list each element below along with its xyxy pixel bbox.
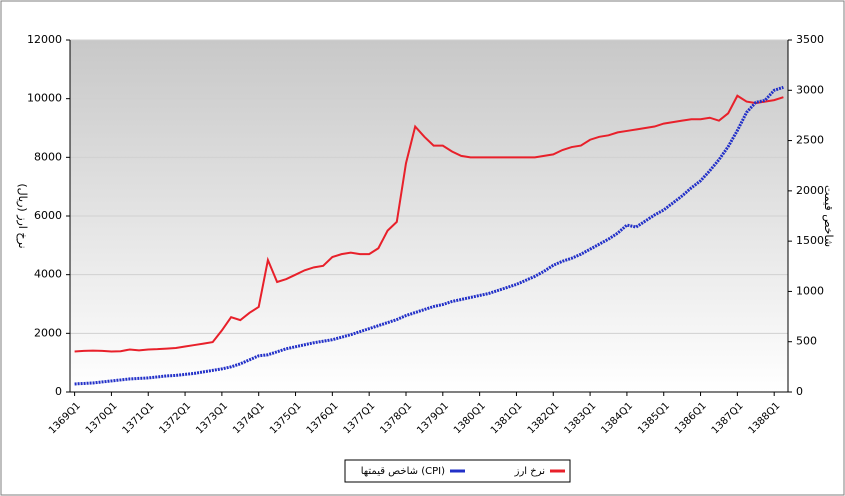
y2-tick-label: 2000 (796, 184, 824, 197)
y2-tick-label: 2500 (796, 134, 824, 147)
y2-tick-label: 1000 (796, 284, 824, 297)
legend-label: شاخص قیمتها (CPI) (361, 466, 445, 477)
y2-tick-label: 500 (796, 335, 817, 348)
y2-tick-label: 0 (796, 385, 803, 398)
legend-label: نرخ ارز (514, 466, 545, 477)
y2-tick-label: 3000 (796, 83, 824, 96)
y-tick-label: 6000 (34, 209, 62, 222)
y-axis-label: نرخ ارز (ریال) (16, 183, 29, 248)
series-line (74, 85, 784, 386)
y-tick-label: 8000 (34, 150, 62, 163)
y-tick-label: 4000 (34, 268, 62, 281)
y2-tick-label: 1500 (796, 234, 824, 247)
y-tick-label: 10000 (27, 92, 62, 105)
y-tick-label: 12000 (27, 33, 62, 46)
y2-tick-label: 3500 (796, 33, 824, 46)
y2-axis-label: شاخص قیمت (822, 185, 835, 247)
series-line (74, 94, 784, 353)
y-tick-label: 2000 (34, 326, 62, 339)
y-tick-label: 0 (55, 385, 62, 398)
